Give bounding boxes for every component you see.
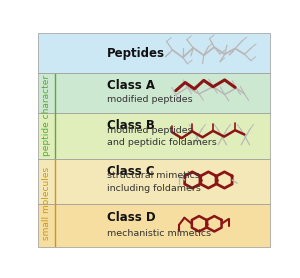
Bar <box>38 73 270 113</box>
Bar <box>38 113 270 158</box>
Bar <box>38 158 270 203</box>
Text: mechanistic mimetics: mechanistic mimetics <box>107 229 212 238</box>
Text: Class B: Class B <box>107 119 155 132</box>
Text: modified peptides: modified peptides <box>107 95 193 105</box>
Text: peptide character: peptide character <box>42 75 51 156</box>
Text: Class C: Class C <box>107 165 155 178</box>
Bar <box>38 33 270 73</box>
Bar <box>38 203 270 247</box>
Text: Class D: Class D <box>107 211 156 224</box>
Text: Peptides: Peptides <box>107 47 165 60</box>
Text: Class A: Class A <box>107 79 155 92</box>
Text: modified peptides
and peptidic foldamers: modified peptides and peptidic foldamers <box>107 126 217 147</box>
Text: small molecules: small molecules <box>42 167 51 240</box>
Text: structural mimetics
including foldamers: structural mimetics including foldamers <box>107 171 201 193</box>
